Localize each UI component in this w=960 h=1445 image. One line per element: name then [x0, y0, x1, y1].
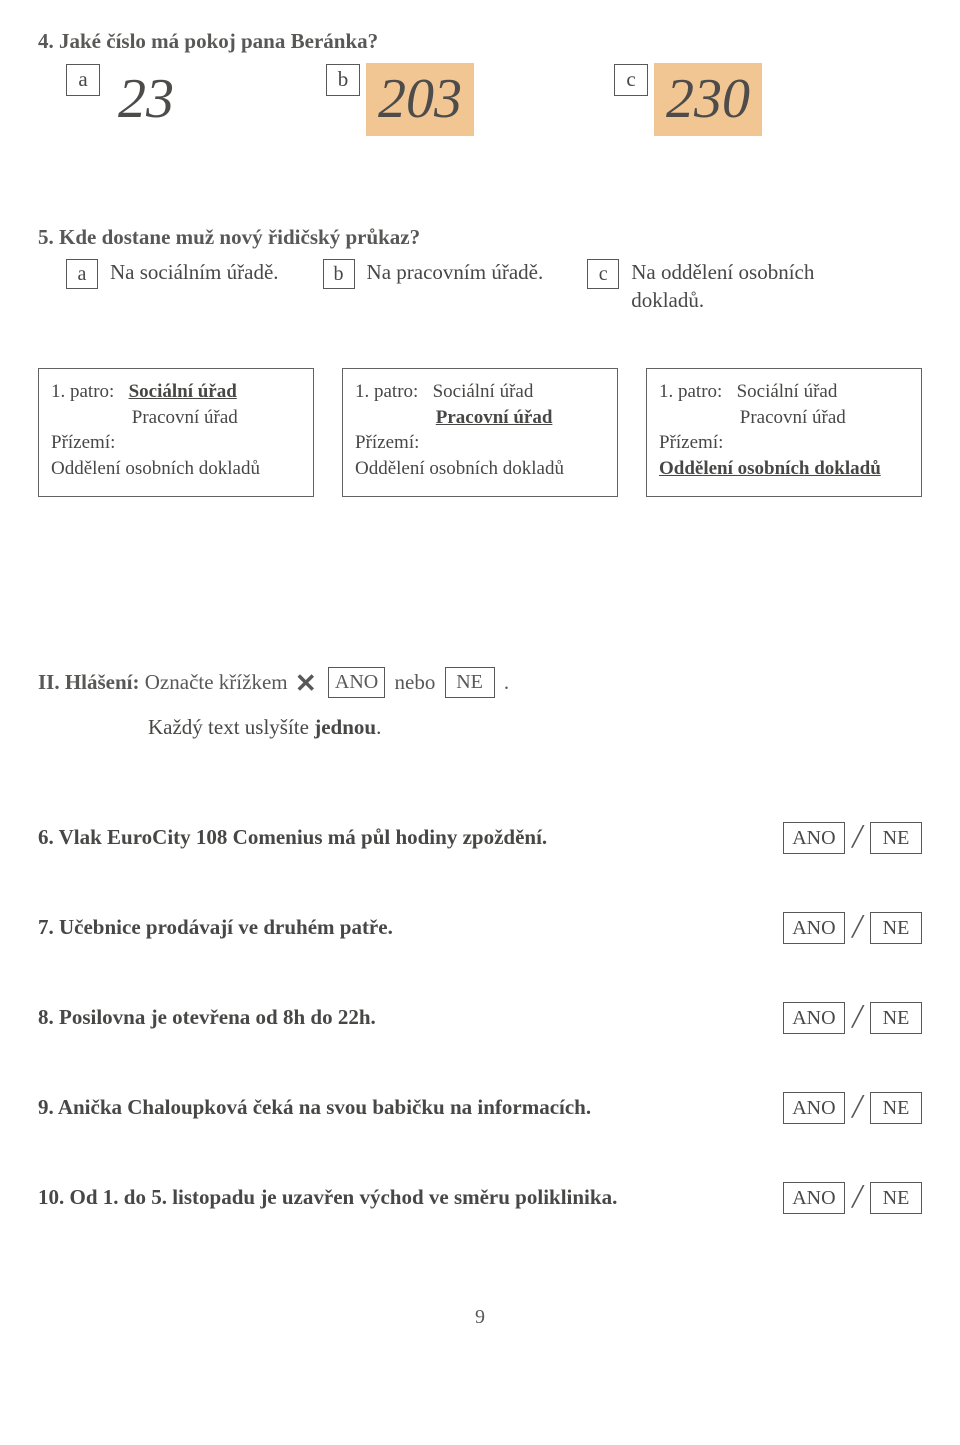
yes-no-list: 6. Vlak EuroCity 108 Comenius má půl hod… — [38, 822, 922, 1214]
q4-option[interactable]: c 230 — [614, 63, 762, 136]
yes-no-question: 6. Vlak EuroCity 108 Comenius má půl hod… — [38, 824, 547, 851]
ne-box[interactable]: NE — [870, 912, 922, 944]
ano-box[interactable]: ANO — [783, 1182, 844, 1214]
info-card: 1. patro: Sociální úřad Pracovní úřad Př… — [38, 368, 314, 497]
card-line: Oddělení osobních dokladů — [659, 456, 909, 482]
yes-no-boxes: ANO / NE — [783, 822, 922, 854]
yes-no-question: 9. Anička Chaloupková čeká na svou babič… — [38, 1094, 591, 1121]
ne-box[interactable]: NE — [870, 1002, 922, 1034]
yes-no-boxes: ANO / NE — [783, 1182, 922, 1214]
q5-option[interactable]: a Na sociálním úřadě. — [66, 259, 279, 314]
slash-divider: / — [853, 917, 862, 937]
ne-box[interactable]: NE — [870, 1182, 922, 1214]
q5-prompt: 5. Kde dostane muž nový řidičský průkaz? — [38, 224, 922, 251]
q5-option[interactable]: b Na pracovním úřadě. — [323, 259, 544, 314]
slash-divider: / — [853, 1007, 862, 1027]
card-line: Přízemí: — [355, 430, 605, 456]
yes-no-item: 10. Od 1. do 5. listopadu je uzavřen výc… — [38, 1182, 922, 1214]
q5-option-text: Na sociálním úřadě. — [110, 259, 279, 286]
option-letter-box: c — [614, 64, 648, 96]
q5-options: a Na sociálním úřadě. b Na pracovním úřa… — [66, 259, 922, 314]
card-line: 1. patro: Sociální úřad — [659, 379, 909, 405]
ano-box[interactable]: ANO — [783, 1092, 844, 1124]
yes-no-question: 7. Učebnice prodávají ve druhém patře. — [38, 914, 393, 941]
info-cards-row: 1. patro: Sociální úřad Pracovní úřad Př… — [38, 368, 922, 497]
q4-number: 230 — [654, 63, 762, 136]
yes-no-boxes: ANO / NE — [783, 1002, 922, 1034]
yes-no-item: 9. Anička Chaloupková čeká na svou babič… — [38, 1092, 922, 1124]
q4-option[interactable]: b 203 — [326, 63, 474, 136]
option-letter-box: c — [587, 259, 619, 289]
q5-option-text: Na oddělení osobních dokladů. — [631, 259, 841, 314]
yes-no-boxes: ANO / NE — [783, 1092, 922, 1124]
card-line: Oddělení osobních dokladů — [51, 456, 301, 482]
cross-mark-icon: ✕ — [295, 667, 317, 701]
option-letter-box: b — [326, 64, 360, 96]
ne-box[interactable]: NE — [870, 822, 922, 854]
yes-no-question: 10. Od 1. do 5. listopadu je uzavřen výc… — [38, 1184, 617, 1211]
info-card: 1. patro: Sociální úřad Pracovní úřad Př… — [646, 368, 922, 497]
ano-box[interactable]: ANO — [783, 912, 844, 944]
card-line: 1. patro: Sociální úřad — [355, 379, 605, 405]
slash-divider: / — [853, 1187, 862, 1207]
option-letter-box: b — [323, 259, 355, 289]
card-line: Pracovní úřad — [659, 405, 909, 431]
q5-option-text: Na pracovním úřadě. — [367, 259, 544, 286]
q4-prompt: 4. Jaké číslo má pokoj pana Beránka? — [38, 28, 922, 55]
q4-option[interactable]: a 23 — [66, 63, 186, 136]
card-line: Pracovní úřad — [355, 405, 605, 431]
ne-box: NE — [445, 667, 495, 698]
ano-box: ANO — [328, 667, 385, 698]
slash-divider: / — [853, 827, 862, 847]
section-2-instruction: II. Hlášení: Označte křížkem ✕ ANO nebo … — [38, 667, 922, 701]
ne-box[interactable]: NE — [870, 1092, 922, 1124]
section-2-subline: Každý text uslyšíte jednou. — [148, 714, 922, 741]
page-number: 9 — [38, 1304, 922, 1330]
info-card: 1. patro: Sociální úřad Pracovní úřad Př… — [342, 368, 618, 497]
yes-no-item: 8. Posilovna je otevřena od 8h do 22h. AN… — [38, 1002, 922, 1034]
q4-number: 203 — [366, 63, 474, 136]
card-line: Pracovní úřad — [51, 405, 301, 431]
ano-box[interactable]: ANO — [783, 1002, 844, 1034]
yes-no-item: 6. Vlak EuroCity 108 Comenius má půl hod… — [38, 822, 922, 854]
q4-options: a 23 b 203 c 230 — [66, 63, 922, 136]
yes-no-question: 8. Posilovna je otevřena od 8h do 22h. — [38, 1004, 376, 1031]
card-line: Oddělení osobních dokladů — [355, 456, 605, 482]
q4-number: 23 — [106, 63, 186, 136]
yes-no-item: 7. Učebnice prodávají ve druhém patře. AN… — [38, 912, 922, 944]
card-line: Přízemí: — [51, 430, 301, 456]
yes-no-boxes: ANO / NE — [783, 912, 922, 944]
card-line: 1. patro: Sociální úřad — [51, 379, 301, 405]
q5-option[interactable]: c Na oddělení osobních dokladů. — [587, 259, 841, 314]
section-2-title: II. Hlášení: — [38, 670, 140, 694]
option-letter-box: a — [66, 259, 98, 289]
slash-divider: / — [853, 1097, 862, 1117]
section-2: II. Hlášení: Označte křížkem ✕ ANO nebo … — [38, 667, 922, 742]
card-line: Přízemí: — [659, 430, 909, 456]
option-letter-box: a — [66, 64, 100, 96]
ano-box[interactable]: ANO — [783, 822, 844, 854]
